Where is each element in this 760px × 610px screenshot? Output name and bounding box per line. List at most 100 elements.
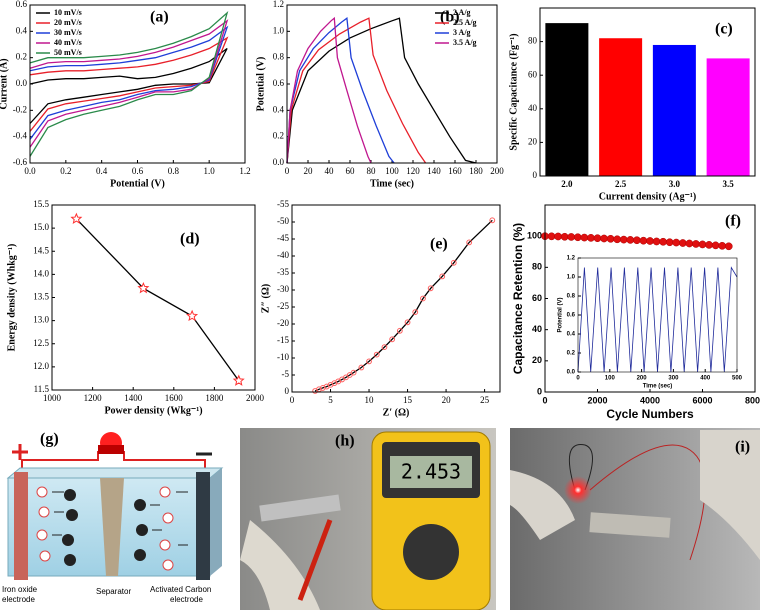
y-tick-label: -0.6	[13, 157, 28, 167]
electrode-strip	[259, 494, 341, 522]
marker	[389, 336, 396, 343]
marker	[70, 212, 83, 224]
x-tick-label: 140	[427, 166, 441, 176]
x-tick-label: 8000	[745, 395, 760, 405]
marker	[633, 236, 641, 245]
anode-label: electrode	[2, 595, 35, 604]
x-tick-label: 120	[406, 166, 420, 176]
y-tick-label: 13.5	[33, 292, 49, 302]
x-tick-label: 80	[367, 166, 377, 176]
panel-label: (i)	[735, 439, 750, 456]
meter-lcd	[390, 456, 472, 488]
cathode-label: electrode	[170, 595, 203, 604]
panel: -0.6 -0.4 -0.2 0.0 0.2 0.4 0.6 0.0 0.2 0.4 0.6 0.8 1…	[0, 0, 251, 189]
marker	[606, 234, 615, 243]
series-line	[286, 17, 395, 164]
axes-frame	[539, 7, 756, 177]
marker	[646, 237, 654, 245]
x-tick-label: 0.6	[132, 166, 144, 176]
x-tick-label: 0.0	[24, 166, 36, 176]
axes-frame	[291, 204, 501, 393]
y-tick-label: 40	[532, 324, 542, 334]
marker	[560, 232, 569, 241]
y-tick-label: 1.2	[567, 256, 576, 262]
y-tick-label: 20	[528, 136, 538, 146]
series-line	[286, 17, 477, 164]
x-tick-label: 160	[448, 166, 462, 176]
anode-label: Iron oxide	[2, 585, 38, 594]
marker	[466, 239, 473, 246]
marker	[711, 241, 720, 250]
marker	[678, 239, 687, 247]
marker	[396, 327, 403, 334]
y-axis-title: Energy density (Whkg⁻¹)	[6, 244, 17, 352]
wire	[589, 444, 706, 561]
y-tick-label: -50	[277, 216, 289, 226]
x-tick-label: 1400	[124, 393, 143, 403]
panel: 0.0 0.2 0.4 0.6 0.8 1.0 1.2 0 100 200 300 400 500 Tim…	[558, 256, 743, 390]
wire	[568, 444, 593, 491]
x-tick-label: 200	[637, 376, 648, 382]
arrows	[52, 491, 188, 546]
x-tick-label: 20	[304, 166, 314, 176]
x-tick-label: 0.4	[96, 166, 108, 176]
marker	[232, 374, 245, 386]
y-tick-label: 0.6	[16, 0, 28, 9]
x-tick-label: 180	[469, 166, 483, 176]
cell-top	[6, 467, 224, 479]
marker	[672, 238, 681, 247]
y-tick-label: 0.8	[567, 294, 576, 300]
marker	[420, 295, 426, 302]
cell-side	[210, 468, 222, 576]
y-axis-title: Z″ (Ω)	[260, 284, 271, 313]
y-tick-label: 100	[527, 231, 542, 241]
y-axis-title: Capacitance Retention (%)	[511, 223, 525, 374]
y-tick-label: -15	[277, 335, 289, 345]
marker	[613, 235, 622, 244]
x-axis-title: Z′ (Ω)	[383, 407, 410, 418]
marker	[373, 351, 380, 358]
x-tick-label: 3.5	[723, 179, 735, 189]
bar	[545, 23, 589, 177]
y-tick-label: 0.6	[273, 78, 285, 88]
axes-frame	[51, 204, 256, 391]
x-axis-title: Time (sec)	[643, 384, 673, 390]
led-glow	[564, 476, 592, 504]
x-axis-title: Current density (Ag⁻¹)	[599, 191, 697, 202]
y-tick-label: 13.0	[33, 315, 49, 325]
panel: 11.5 12.0 12.5 13.0 13.5 14.0 14.5 15.0 15.5 1000…	[6, 199, 264, 416]
series-line	[29, 19, 229, 148]
x-tick-label: 1600	[165, 393, 184, 403]
y-axis-title: Specific Capacitance (Fg⁻¹)	[508, 33, 519, 150]
panel-label: (g)	[40, 431, 59, 448]
panel: 0 -5 -10 -15 -20 -25 -30 -35 -40 -45 -50 -55 0 5 10 15 2…	[260, 199, 501, 418]
x-tick-label: 4000	[640, 395, 660, 405]
y-tick-label: 0.4	[567, 332, 576, 338]
x-tick-label: 6000	[692, 395, 712, 405]
led-base	[98, 445, 124, 454]
x-axis-title: Potential (V)	[110, 178, 165, 189]
legend-label: 50 mV/s	[54, 48, 82, 57]
ions	[62, 489, 148, 566]
y-tick-label: -5	[282, 369, 290, 379]
y-axis-title: Current (A)	[0, 58, 9, 109]
marker	[659, 237, 667, 246]
legend-label: 40 mV/s	[54, 38, 82, 47]
series-line	[286, 17, 427, 164]
y-tick-label: 15.0	[33, 222, 49, 232]
x-tick-label: 400	[700, 376, 711, 382]
panel: 0 20 40 60 80 2.0 2.5 3.0 3.5 Current density (Ag…	[508, 7, 756, 202]
anode	[14, 472, 28, 580]
x-tick-label: 200	[490, 166, 504, 176]
marker	[439, 273, 446, 280]
y-tick-label: 80	[532, 262, 542, 272]
x-axis-title: Time (sec)	[370, 178, 414, 189]
x-tick-label: 1.2	[239, 166, 250, 176]
electrode-strip	[589, 512, 671, 538]
y-tick-label: 60	[528, 69, 538, 79]
x-tick-label: 2000	[587, 395, 607, 405]
y-tick-label: 14.5	[33, 245, 49, 255]
panel-label: (a)	[150, 9, 169, 26]
y-axis-title: Potential (V)	[255, 57, 266, 112]
